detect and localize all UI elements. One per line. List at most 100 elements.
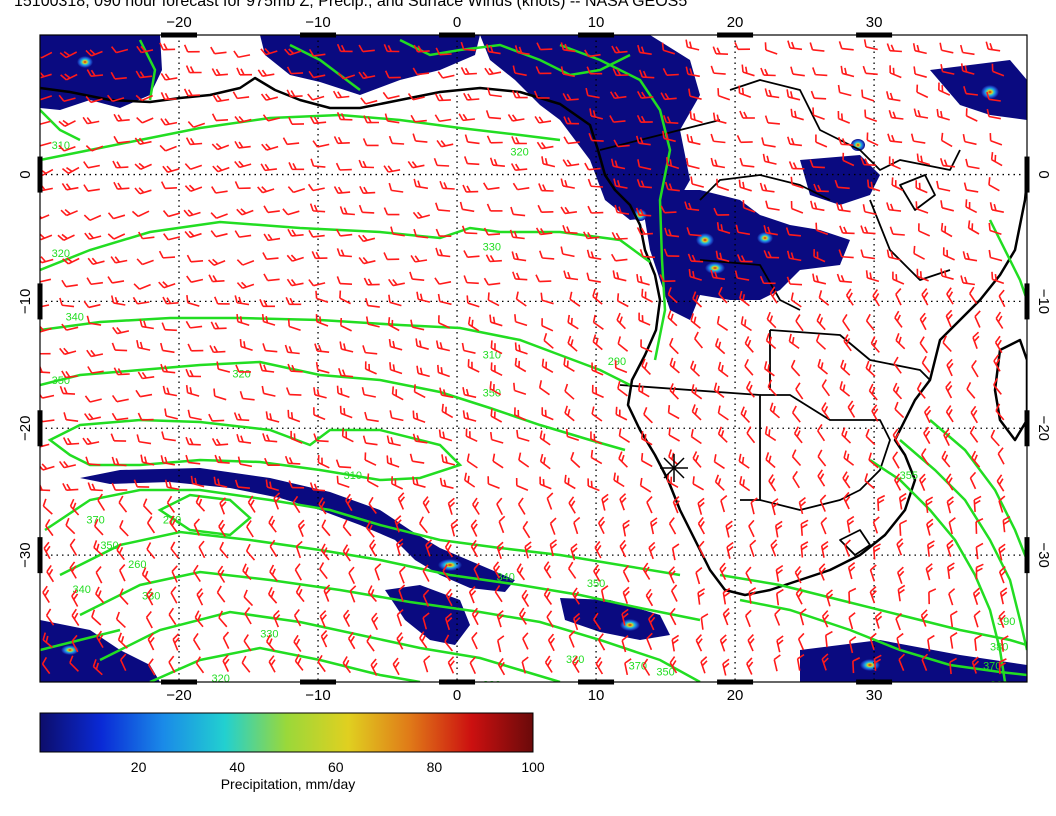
wind-barb bbox=[86, 277, 104, 286]
height-contour bbox=[559, 43, 672, 361]
wind-barb bbox=[438, 429, 453, 442]
wind-barb bbox=[93, 540, 104, 557]
wind-barb bbox=[844, 539, 851, 557]
wind-barb bbox=[364, 411, 379, 423]
wind-barb bbox=[763, 361, 775, 377]
wind-barb bbox=[710, 157, 726, 169]
wind-barb bbox=[160, 181, 178, 190]
wind-barb bbox=[621, 608, 629, 626]
wind-barb bbox=[993, 354, 1001, 372]
wind-barb bbox=[786, 89, 801, 101]
wind-barb bbox=[739, 157, 755, 168]
wind-barb bbox=[112, 160, 129, 169]
wind-barb bbox=[193, 564, 201, 583]
wind-barb bbox=[313, 387, 327, 399]
wind-barb bbox=[921, 355, 931, 373]
wind-barb bbox=[494, 584, 503, 603]
wind-barb bbox=[543, 333, 554, 349]
wind-barb bbox=[567, 314, 579, 330]
wind-barb bbox=[991, 271, 1005, 285]
wind-barb bbox=[689, 111, 703, 124]
wind-barb bbox=[111, 394, 129, 403]
wind-barb bbox=[809, 159, 825, 169]
wind-barb bbox=[208, 413, 225, 422]
wind-barb bbox=[514, 314, 528, 327]
wind-barb bbox=[824, 630, 833, 648]
wind-barb bbox=[940, 132, 953, 148]
wind-barb bbox=[486, 203, 503, 212]
wind-barb bbox=[739, 290, 750, 307]
wind-barb bbox=[466, 295, 480, 308]
wind-barb bbox=[809, 42, 825, 52]
wind-barb bbox=[86, 315, 102, 326]
wind-barb bbox=[134, 137, 152, 145]
wind-barb bbox=[133, 283, 151, 290]
wind-barb bbox=[170, 541, 180, 559]
wind-barb bbox=[988, 222, 1002, 235]
wind-barb bbox=[945, 309, 953, 328]
wind-barb bbox=[865, 313, 875, 331]
wind-barb bbox=[690, 176, 705, 188]
wind-barb bbox=[117, 632, 128, 649]
wind-barb bbox=[936, 180, 951, 192]
wind-barb bbox=[233, 412, 250, 422]
wind-barb bbox=[335, 162, 352, 171]
wind-barb bbox=[445, 588, 453, 607]
wind-barb bbox=[425, 539, 433, 557]
wind-barb bbox=[119, 653, 127, 672]
wind-barb bbox=[715, 250, 730, 263]
wind-barb bbox=[208, 258, 226, 266]
wind-barb bbox=[507, 114, 525, 122]
wind-barb bbox=[892, 271, 905, 285]
wind-barb bbox=[975, 517, 984, 534]
wind-barb bbox=[945, 380, 953, 399]
wind-barb bbox=[746, 657, 754, 675]
wind-barb bbox=[940, 200, 954, 212]
wind-barb bbox=[662, 115, 679, 124]
wind-barb bbox=[543, 587, 553, 605]
wind-barb bbox=[838, 249, 854, 259]
wind-barb bbox=[243, 634, 252, 652]
wind-barb bbox=[287, 318, 301, 332]
wind-barb bbox=[363, 115, 380, 124]
wind-barb bbox=[287, 363, 303, 373]
wind-barb bbox=[518, 452, 530, 468]
wind-barb bbox=[459, 201, 475, 213]
wind-barb bbox=[59, 51, 78, 59]
wind-barb bbox=[496, 541, 504, 559]
wind-barb bbox=[292, 495, 301, 514]
wind-barb bbox=[790, 359, 801, 377]
wind-barb bbox=[943, 428, 951, 446]
wind-barb bbox=[273, 610, 281, 628]
wind-barb bbox=[118, 495, 128, 513]
wind-barb bbox=[684, 201, 700, 211]
wind-barb bbox=[358, 44, 375, 53]
wind-barb bbox=[437, 293, 452, 306]
wind-barb bbox=[96, 630, 104, 649]
precip-area-north bbox=[260, 35, 480, 95]
wind-barb bbox=[439, 387, 454, 399]
wind-barb bbox=[869, 564, 877, 582]
wind-barb bbox=[563, 357, 575, 372]
height-contour bbox=[79, 570, 701, 682]
wind-barb bbox=[413, 44, 430, 53]
colorbar-title: Precipitation, mm/day bbox=[221, 776, 356, 792]
wind-barb bbox=[489, 314, 503, 327]
wind-barb bbox=[85, 49, 103, 57]
wind-barb bbox=[636, 227, 653, 236]
wind-barb bbox=[810, 90, 827, 100]
wind-barb bbox=[769, 286, 778, 304]
wind-barb bbox=[422, 612, 430, 630]
wind-barb bbox=[897, 584, 906, 602]
wind-barb bbox=[111, 342, 128, 352]
wind-barb bbox=[342, 544, 351, 562]
wind-barb bbox=[592, 314, 604, 330]
precipitation-layer bbox=[40, 35, 1027, 682]
wind-barb bbox=[45, 608, 55, 626]
wind-barb bbox=[594, 540, 602, 559]
wind-barb bbox=[260, 163, 277, 172]
wind-barb bbox=[461, 342, 476, 354]
wind-barb bbox=[998, 543, 1006, 561]
wind-barb bbox=[398, 584, 406, 602]
wind-barb bbox=[765, 200, 780, 211]
